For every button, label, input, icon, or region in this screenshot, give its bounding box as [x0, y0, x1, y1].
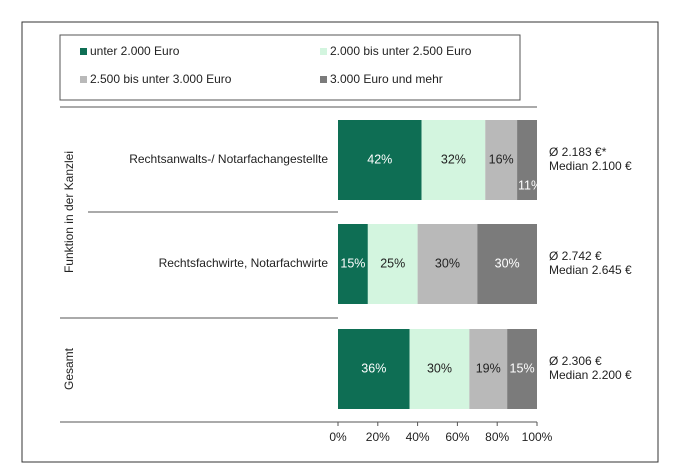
legend-label: 2.000 bis unter 2.500 Euro: [330, 44, 472, 58]
bar-segment: [485, 120, 518, 200]
bar-segment: [507, 329, 537, 409]
bar-segment: [338, 329, 410, 409]
annotation: Median 2.200 €: [549, 368, 632, 382]
bar-segment: [477, 224, 537, 304]
legend-label: unter 2.000 Euro: [90, 44, 180, 58]
value-label: 30%: [495, 256, 520, 270]
value-label: 25%: [380, 256, 405, 270]
bar-segment: [338, 120, 422, 200]
group-label: Gesamt: [62, 347, 76, 390]
annotation: Median 2.645 €: [549, 263, 632, 277]
x-tick-label: 40%: [406, 430, 430, 444]
bar-segment: [469, 329, 508, 409]
value-label: 11%: [518, 178, 542, 192]
value-label: 16%: [489, 152, 514, 166]
bar-segment: [409, 329, 470, 409]
legend-swatch: [80, 76, 87, 83]
annotation: Ø 2.306 €: [549, 354, 602, 368]
value-label: 30%: [435, 256, 460, 270]
category-label: Rechtsfachwirte, Notarfachwirte: [159, 256, 329, 270]
x-tick-label: 0%: [329, 430, 347, 444]
legend-swatch: [320, 48, 327, 55]
value-label: 30%: [427, 361, 452, 375]
value-label: 36%: [361, 361, 386, 375]
x-tick-label: 20%: [366, 430, 390, 444]
legend-label: 2.500 bis unter 3.000 Euro: [90, 72, 232, 86]
value-label: 19%: [476, 361, 501, 375]
bar-segment: [417, 224, 478, 304]
bar-segment: [338, 224, 368, 304]
bar-segment: [421, 120, 486, 200]
category-label: Rechtsanwalts-/ Notarfachangestellte: [129, 152, 328, 166]
legend-box: [59, 34, 521, 101]
frame: [21, 21, 659, 463]
value-label: 32%: [441, 152, 466, 166]
legend-swatch: [80, 48, 87, 55]
group-label: Funktion in der Kanzlei: [62, 151, 76, 273]
value-label: 15%: [340, 256, 365, 270]
annotation: Median 2.100 €: [549, 159, 632, 173]
annotation: Ø 2.742 €: [549, 249, 602, 263]
value-label: 42%: [367, 152, 392, 166]
value-label: 15%: [510, 361, 535, 375]
legend-swatch: [320, 76, 327, 83]
x-tick-label: 100%: [522, 430, 553, 444]
bar-segment: [367, 224, 418, 304]
x-tick-label: 60%: [445, 430, 469, 444]
x-tick-label: 80%: [485, 430, 509, 444]
legend-label: 3.000 Euro und mehr: [330, 72, 443, 86]
annotation: Ø 2.183 €*: [549, 145, 607, 159]
bar-segment: [517, 120, 537, 200]
